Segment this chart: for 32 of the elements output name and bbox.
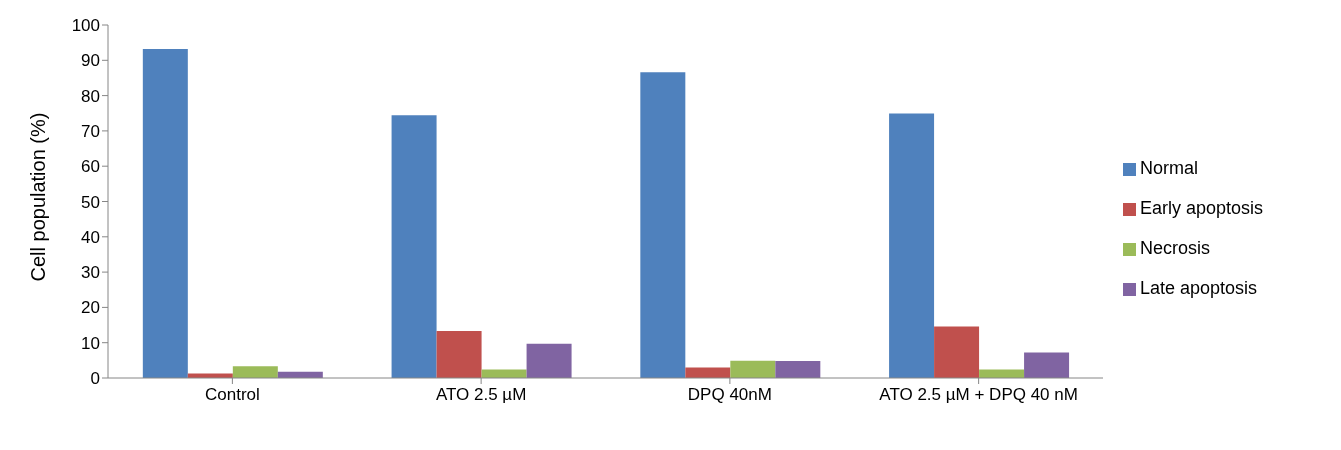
y-tick-label: 20	[81, 298, 100, 318]
x-tick-label: Control	[204, 385, 260, 404]
bar	[391, 115, 437, 378]
bar	[1024, 352, 1070, 378]
y-tick-label: 70	[81, 121, 100, 141]
bar	[775, 361, 821, 378]
y-tick-label: 10	[81, 333, 100, 353]
x-tick-label: DPQ 40nM	[687, 385, 772, 404]
y-tick-label: 0	[90, 369, 100, 389]
y-tick-label: 40	[81, 227, 100, 247]
y-axis-title: Cell population (%)	[27, 112, 50, 282]
bar	[685, 367, 731, 378]
legend-label: Necrosis	[1140, 238, 1211, 258]
bar	[640, 72, 686, 378]
bar	[889, 113, 935, 378]
legend-label: Late apoptosis	[1140, 278, 1258, 298]
bar	[232, 366, 278, 378]
bar	[730, 360, 776, 378]
y-tick-label: 30	[81, 263, 100, 283]
bar	[526, 343, 572, 378]
legend-label: Early apoptosis	[1140, 198, 1264, 218]
bar	[934, 326, 980, 378]
y-tick-label: 50	[81, 192, 100, 212]
y-tick-label: 90	[81, 51, 100, 71]
y-tick-label: 100	[71, 16, 100, 36]
y-tick-label: 60	[81, 157, 100, 177]
x-tick-label: ATO 2.5 µM + DPQ 40 nM	[879, 385, 1078, 404]
x-tick-label: ATO 2.5 µM	[435, 385, 527, 404]
legend-label: Normal	[1140, 158, 1199, 178]
bar	[142, 49, 188, 378]
bar	[436, 331, 482, 378]
y-tick-label: 80	[81, 86, 100, 106]
